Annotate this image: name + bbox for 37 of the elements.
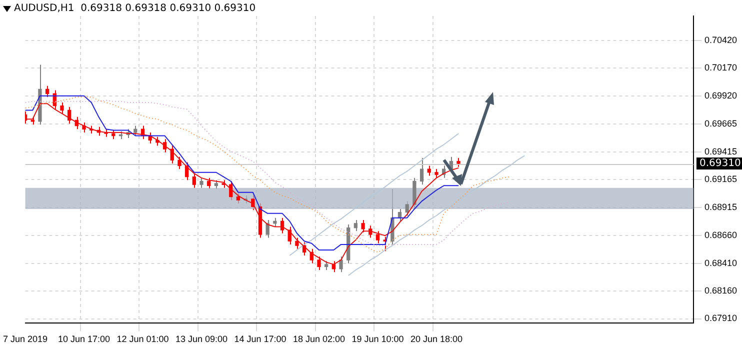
- y-tick-label: 0.69165: [704, 174, 738, 184]
- candlestick: [420, 157, 424, 186]
- x-tick-label: 10 Jun 17:00: [58, 334, 110, 344]
- candlestick: [200, 177, 204, 188]
- x-tick-label: 18 Jun 02:00: [292, 334, 346, 344]
- x-tick-label: 12 Jun 01:00: [116, 334, 169, 344]
- x-tick-label: 7 Jun 2019: [2, 334, 48, 344]
- y-tick-label: 0.69665: [704, 118, 738, 129]
- y-tick-label: 0.67910: [704, 313, 738, 324]
- y-tick-label: 0.70420: [704, 34, 738, 45]
- y-tick-label: 0.68660: [704, 230, 738, 240]
- chart-title: AUDUSD,H1 0.69318 0.69318 0.69310 0.69310: [14, 3, 256, 14]
- candlestick: [192, 172, 196, 188]
- candlestick: [45, 85, 50, 98]
- candlestick: [134, 125, 138, 136]
- x-tick-label: 19 Jun 10:00: [352, 334, 404, 344]
- candlestick: [427, 165, 431, 176]
- y-tick-label: 0.68410: [704, 258, 738, 268]
- candlestick: [376, 230, 380, 244]
- candlestick: [207, 177, 211, 190]
- y-tick-label: 0.68915: [704, 202, 738, 212]
- candlestick: [60, 102, 64, 114]
- candlestick: [317, 256, 321, 270]
- candlestick: [383, 236, 387, 252]
- y-tick-label: 0.70170: [704, 62, 738, 73]
- candlestick: [178, 156, 182, 170]
- y-tick-label: 0.69920: [704, 90, 738, 100]
- candlestick: [339, 256, 343, 273]
- x-tick-label: 13 Jun 09:00: [175, 334, 228, 344]
- candlestick: [295, 237, 299, 250]
- y-tick-label: 0.68160: [704, 286, 738, 296]
- x-tick-label: 20 Jun 18:00: [410, 334, 462, 344]
- candlestick: [354, 220, 358, 232]
- ref-line-label: 0.69310: [699, 158, 741, 170]
- y-tick-label: 0.69415: [704, 146, 738, 156]
- x-tick-label: 14 Jun 17:00: [234, 334, 286, 344]
- candlestick: [361, 220, 365, 233]
